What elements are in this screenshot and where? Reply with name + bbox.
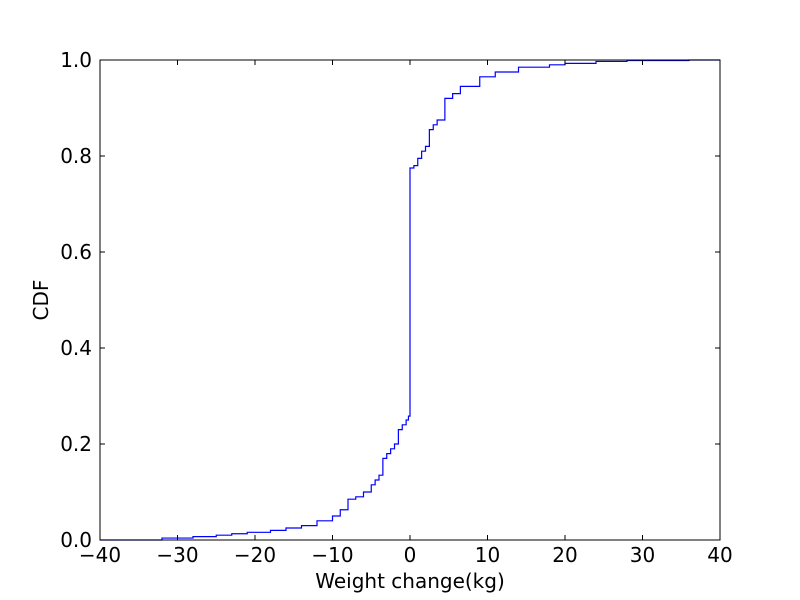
- x-tick-label: −30: [156, 543, 198, 567]
- y-tick-label: 1.0: [60, 48, 92, 72]
- y-tick-label: 0.0: [60, 528, 92, 552]
- y-tick-label: 0.6: [60, 240, 92, 264]
- y-axis-label: CDF: [29, 280, 53, 321]
- x-tick-label: 20: [552, 543, 577, 567]
- series-line-0: [100, 59, 720, 541]
- x-tick-label: 30: [630, 543, 655, 567]
- x-tick-label: 0: [404, 543, 417, 567]
- x-tick-label: 40: [707, 543, 732, 567]
- x-tick-label: −20: [234, 543, 276, 567]
- x-axis-label: Weight change(kg): [315, 569, 505, 593]
- x-tick-label: −40: [79, 543, 121, 567]
- x-tick-label: −10: [311, 543, 353, 567]
- y-tick-label: 0.8: [60, 144, 92, 168]
- x-axis: −40 −30 −20 −10 0 10 20 30 40: [79, 60, 733, 567]
- y-tick-label: 0.2: [60, 432, 92, 456]
- y-axis: 0.0 0.2 0.4 0.6 0.8 1.0: [60, 48, 720, 552]
- x-tick-label: 10: [475, 543, 500, 567]
- y-tick-label: 0.4: [60, 336, 92, 360]
